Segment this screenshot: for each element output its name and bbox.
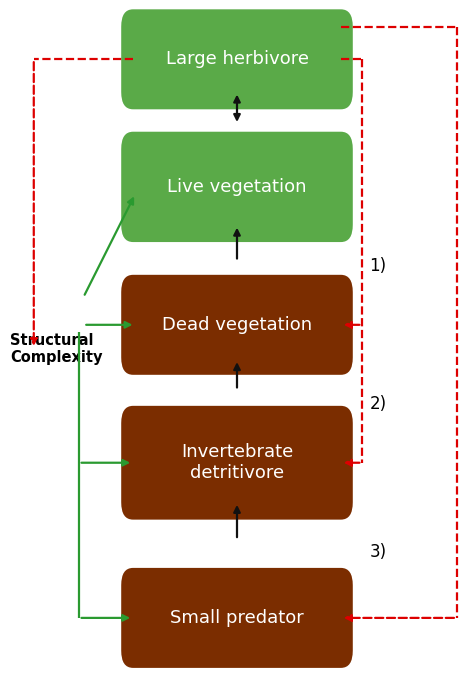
Text: Dead vegetation: Dead vegetation: [162, 316, 312, 334]
Text: 1): 1): [369, 257, 386, 275]
Text: Structural
Complexity: Structural Complexity: [10, 333, 103, 365]
FancyBboxPatch shape: [121, 132, 353, 242]
Text: Small predator: Small predator: [170, 609, 304, 627]
FancyBboxPatch shape: [121, 568, 353, 668]
FancyBboxPatch shape: [121, 275, 353, 375]
Text: Invertebrate
detritivore: Invertebrate detritivore: [181, 444, 293, 482]
Text: Large herbivore: Large herbivore: [165, 50, 309, 68]
FancyBboxPatch shape: [121, 406, 353, 520]
Text: Live vegetation: Live vegetation: [167, 178, 307, 196]
FancyBboxPatch shape: [121, 9, 353, 109]
Text: 2): 2): [369, 395, 386, 413]
Text: 3): 3): [369, 543, 386, 561]
